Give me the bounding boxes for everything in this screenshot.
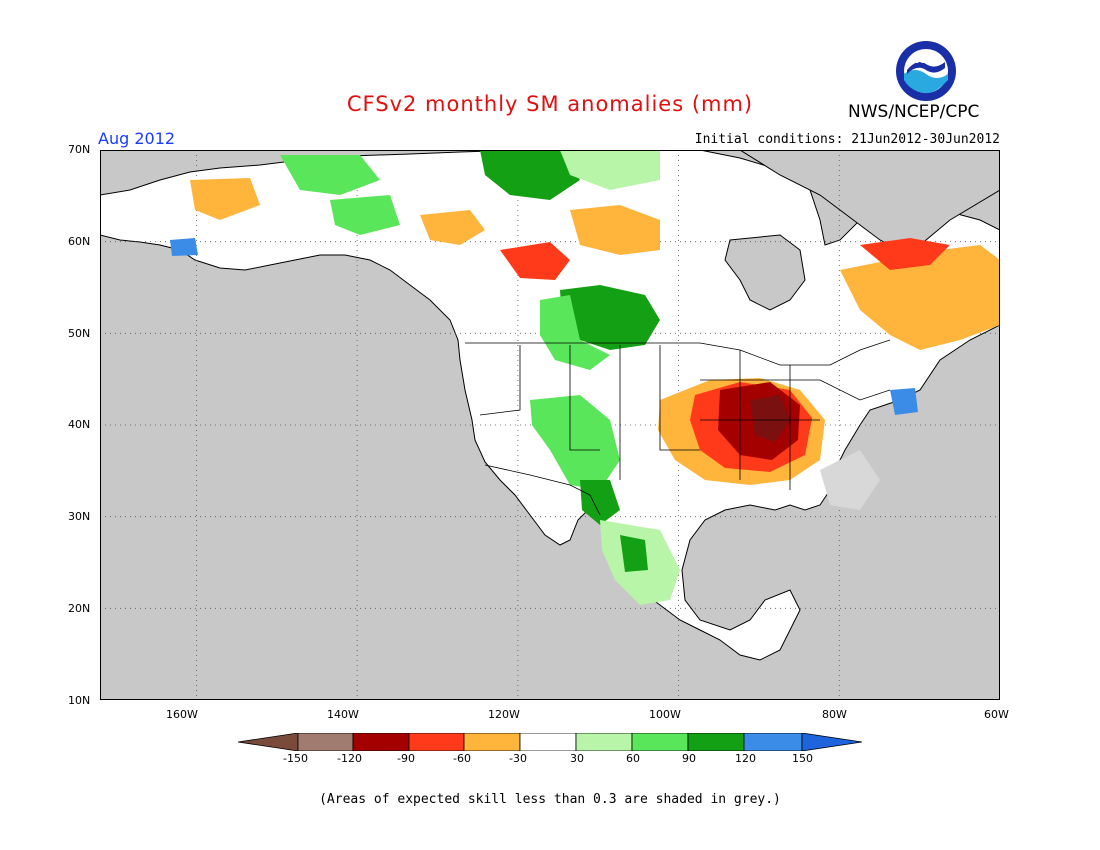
anomaly-patch bbox=[420, 210, 485, 245]
colorbar-swatch bbox=[575, 733, 633, 751]
skill-footnote: (Areas of expected skill less than 0.3 a… bbox=[319, 792, 781, 807]
anomaly-patch bbox=[560, 285, 660, 350]
map-title: CFSv2 monthly SM anomalies (mm) bbox=[346, 92, 754, 116]
logo-text: NOAA bbox=[912, 56, 941, 66]
colorbar-label: 120 bbox=[735, 752, 756, 765]
initial-conditions: Initial conditions: 21Jun2012-30Jun2012 bbox=[694, 132, 1000, 147]
colorbar bbox=[238, 733, 862, 751]
lat-label: 30N bbox=[68, 510, 91, 523]
anomaly-patch bbox=[620, 535, 648, 572]
lon-label: 100W bbox=[649, 708, 681, 721]
lat-label: 70N bbox=[68, 143, 91, 156]
colorbar-swatch bbox=[352, 733, 410, 751]
colorbar-swatch bbox=[631, 733, 689, 751]
lat-label: 50N bbox=[68, 327, 91, 340]
colorbar-swatch bbox=[687, 733, 745, 751]
hudson-bay bbox=[724, 234, 806, 311]
noaa-logo: NOAA bbox=[896, 41, 956, 101]
colorbar-swatch bbox=[297, 733, 354, 751]
anomaly-patch bbox=[570, 205, 660, 255]
colorbar-label: -30 bbox=[509, 752, 527, 765]
anomaly-patch bbox=[280, 155, 380, 195]
colorbar-label: -60 bbox=[453, 752, 471, 765]
lat-label: 60N bbox=[68, 235, 91, 248]
anomaly-patch bbox=[500, 242, 570, 280]
colorbar-label: 90 bbox=[682, 752, 696, 765]
colorbar-label: -90 bbox=[397, 752, 415, 765]
colorbar-swatch bbox=[801, 733, 862, 751]
lon-label: 140W bbox=[327, 708, 359, 721]
lon-label: 60W bbox=[984, 708, 1009, 721]
anomaly-patch bbox=[540, 295, 610, 370]
anomaly-patch bbox=[190, 178, 260, 220]
anomaly-patch bbox=[330, 195, 400, 235]
anomaly-patch bbox=[820, 450, 880, 510]
colorbar-swatch bbox=[743, 733, 803, 751]
anomaly-patch bbox=[890, 388, 918, 415]
anomaly-patch bbox=[750, 395, 790, 442]
colorbar-swatch bbox=[463, 733, 521, 751]
anomaly-patch bbox=[530, 395, 620, 490]
anomaly-patch bbox=[170, 238, 198, 256]
colorbar-label: 60 bbox=[626, 752, 640, 765]
anomaly-patch bbox=[560, 150, 660, 190]
lon-label: 120W bbox=[488, 708, 520, 721]
colorbar-label: 30 bbox=[570, 752, 584, 765]
lat-label: 40N bbox=[68, 418, 91, 431]
agency-label: NWS/NCEP/CPC bbox=[848, 102, 980, 122]
colorbar-label: -150 bbox=[283, 752, 308, 765]
valid-month: Aug 2012 bbox=[98, 129, 176, 148]
lon-label: 160W bbox=[166, 708, 198, 721]
colorbar-label: -120 bbox=[337, 752, 362, 765]
anomaly-patch bbox=[860, 238, 950, 270]
anomaly-patch bbox=[840, 245, 1000, 350]
colorbar-label: 150 bbox=[792, 752, 813, 765]
lat-label: 20N bbox=[68, 602, 91, 615]
anomaly-patch bbox=[480, 150, 580, 200]
anomaly-patch bbox=[580, 480, 620, 525]
anomaly-patches bbox=[170, 150, 1000, 605]
anomaly-map bbox=[100, 150, 1000, 700]
colorbar-swatch bbox=[519, 733, 577, 751]
colorbar-swatch bbox=[238, 733, 299, 751]
lon-label: 80W bbox=[822, 708, 847, 721]
boundaries bbox=[465, 339, 891, 516]
lat-label: 10N bbox=[68, 694, 91, 707]
colorbar-swatch bbox=[408, 733, 465, 751]
